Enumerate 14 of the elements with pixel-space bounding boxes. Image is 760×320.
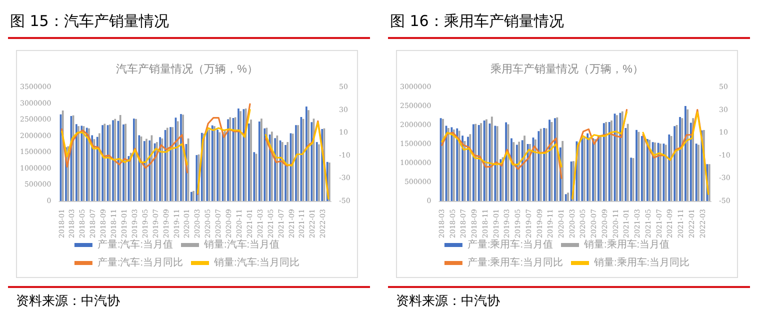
chart-title: 图 15：汽车产销量情况 xyxy=(10,12,169,31)
legend-label: 产量:汽车:当月值 xyxy=(97,238,174,250)
legend-label: 销量:汽车:当月同比 xyxy=(213,256,300,268)
legend-label: 产量:乘用车:当月值 xyxy=(467,238,554,250)
legend-label: 产量:乘用车:当月同比 xyxy=(467,256,564,268)
text: 资料来源：中汽协 xyxy=(396,293,500,310)
legend-label: 销量:汽车:当月值 xyxy=(203,238,280,250)
chart-subtitle: 汽车产销量情况（万辆，%） xyxy=(116,62,258,76)
legend-label: 销量:乘用车:当月同比 xyxy=(593,256,690,268)
chart-subtitle: 乘用车产销量情况（万辆，%） xyxy=(490,62,644,76)
chart-title: 图 16：乘用车产销量情况 xyxy=(390,12,564,31)
text: 资料来源：中汽协 xyxy=(16,293,120,310)
legend-label: 产量:汽车:当月同比 xyxy=(97,256,184,268)
legend-label: 销量:乘用车:当月值 xyxy=(583,238,670,250)
